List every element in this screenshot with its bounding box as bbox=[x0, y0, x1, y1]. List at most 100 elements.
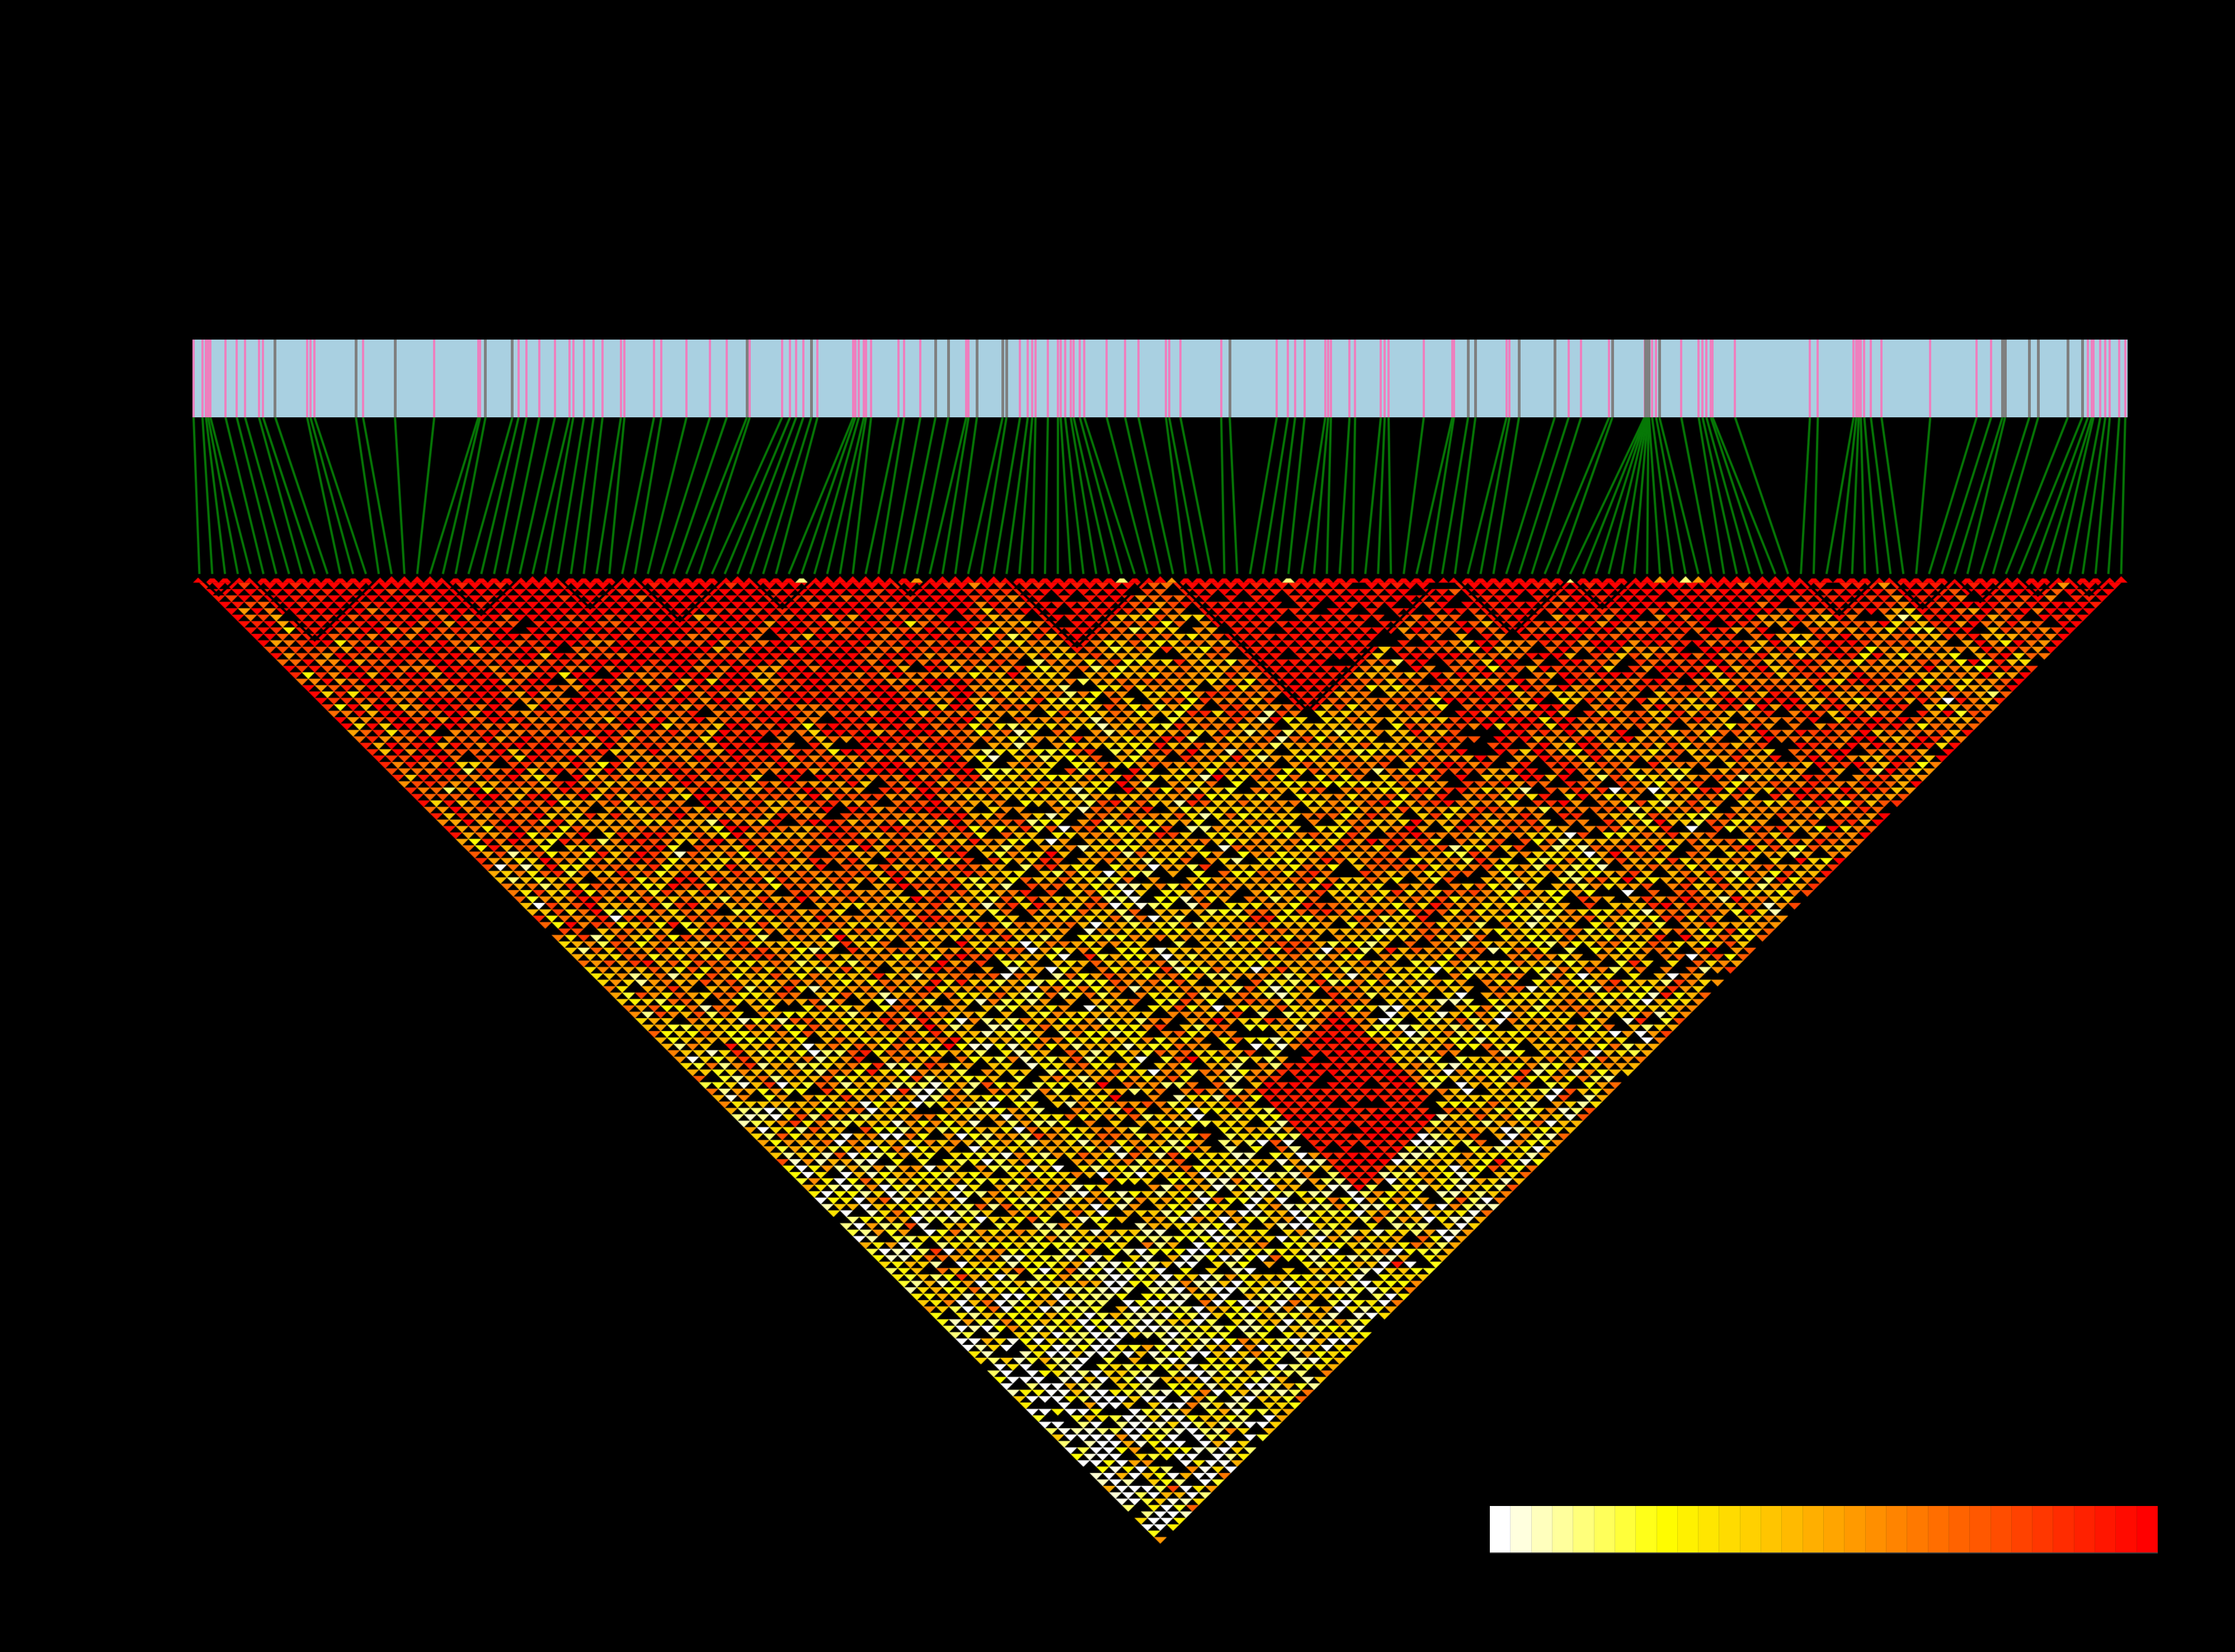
snp-position-tick bbox=[1165, 340, 1168, 417]
snp-position-tick bbox=[1990, 340, 1993, 417]
snp-position-tick bbox=[967, 340, 970, 417]
snp-position-tick bbox=[1069, 340, 1072, 417]
highlighted-snp-tick bbox=[511, 340, 514, 417]
snp-position-tick bbox=[2118, 340, 2121, 417]
snp-position-tick bbox=[965, 340, 968, 417]
snp-position-tick bbox=[1384, 340, 1386, 417]
color-key-step bbox=[1719, 1506, 1740, 1552]
color-key-step bbox=[1970, 1506, 1991, 1552]
color-key-step bbox=[1594, 1506, 1615, 1552]
snp-position-tick bbox=[1817, 340, 1819, 417]
highlighted-snp-tick bbox=[2036, 340, 2040, 417]
snp-position-tick bbox=[1809, 340, 1811, 417]
color-key-step bbox=[1511, 1506, 1532, 1552]
color-key-step bbox=[2011, 1506, 2033, 1552]
snp-position-tick bbox=[361, 340, 364, 417]
snp-position-tick bbox=[1083, 340, 1086, 417]
snp-position-tick bbox=[1508, 340, 1511, 417]
color-key-step bbox=[2137, 1506, 2158, 1552]
snp-position-tick bbox=[870, 340, 873, 417]
snp-position-tick bbox=[2104, 340, 2107, 417]
snp-position-tick bbox=[192, 340, 195, 417]
snp-position-tick bbox=[1354, 340, 1357, 417]
color-key-step bbox=[1824, 1506, 1845, 1552]
snp-position-tick bbox=[262, 340, 265, 417]
color-key-step bbox=[1782, 1506, 1803, 1552]
color-key-step bbox=[1949, 1506, 1970, 1552]
genomic-region-bar bbox=[192, 340, 2128, 417]
snp-position-tick bbox=[1697, 340, 1700, 417]
snp-position-tick bbox=[1324, 340, 1326, 417]
snp-position-tick bbox=[1705, 340, 1708, 417]
snp-position-tick bbox=[1451, 340, 1454, 417]
snp-position-tick bbox=[1220, 340, 1222, 417]
snp-position-tick bbox=[858, 340, 860, 417]
snp-position-tick bbox=[1651, 340, 1654, 417]
snp-position-tick bbox=[619, 340, 622, 417]
highlighted-snp-tick bbox=[1553, 340, 1556, 417]
color-key-step bbox=[1907, 1506, 1928, 1552]
snp-position-tick bbox=[553, 340, 556, 417]
highlighted-snp-tick bbox=[1228, 340, 1231, 417]
color-key-step bbox=[2053, 1506, 2074, 1552]
snp-position-tick bbox=[313, 340, 316, 417]
snp-position-tick bbox=[592, 340, 595, 417]
color-key-step bbox=[1490, 1506, 1511, 1552]
snp-position-tick bbox=[1860, 340, 1862, 417]
snp-position-tick bbox=[1064, 340, 1066, 417]
snp-position-tick bbox=[1019, 340, 1022, 417]
snp-position-tick bbox=[726, 340, 728, 417]
highlighted-snp-tick bbox=[2027, 340, 2031, 417]
color-key-step bbox=[1698, 1506, 1720, 1552]
snp-position-tick bbox=[1580, 340, 1583, 417]
snp-position-tick bbox=[257, 340, 260, 417]
snp-position-tick bbox=[601, 340, 604, 417]
highlighted-snp-tick bbox=[810, 340, 813, 417]
highlighted-snp-tick bbox=[1647, 340, 1650, 417]
snp-position-tick bbox=[1348, 340, 1351, 417]
snp-position-tick bbox=[201, 340, 204, 417]
snp-position-tick bbox=[865, 340, 868, 417]
color-key-step bbox=[2095, 1506, 2116, 1552]
highlighted-snp-tick bbox=[1517, 340, 1521, 417]
snp-position-tick bbox=[236, 340, 238, 417]
snp-position-tick bbox=[1105, 340, 1108, 417]
snp-position-tick bbox=[863, 340, 865, 417]
snp-position-tick bbox=[789, 340, 792, 417]
snp-position-tick bbox=[1179, 340, 1182, 417]
snp-position-tick bbox=[854, 340, 857, 417]
snp-position-tick bbox=[708, 340, 711, 417]
snp-position-tick bbox=[1734, 340, 1737, 417]
color-key-step bbox=[1573, 1506, 1594, 1552]
snp-position-tick bbox=[749, 340, 751, 417]
color-key-step bbox=[1657, 1506, 1678, 1552]
color-key-step bbox=[1761, 1506, 1782, 1552]
highlighted-snp-tick bbox=[354, 340, 357, 417]
snp-position-tick bbox=[1287, 340, 1290, 417]
snp-position-tick bbox=[206, 340, 209, 417]
snp-position-tick bbox=[903, 340, 906, 417]
snp-position-tick bbox=[2092, 340, 2095, 417]
snp-position-tick bbox=[685, 340, 688, 417]
snp-position-tick bbox=[1027, 340, 1029, 417]
snp-position-tick bbox=[1387, 340, 1390, 417]
highlighted-snp-tick bbox=[1658, 340, 1661, 417]
color-key-step bbox=[1803, 1506, 1824, 1552]
snp-position-tick bbox=[852, 340, 855, 417]
highlighted-snp-tick bbox=[1005, 340, 1008, 417]
snp-position-tick bbox=[1870, 340, 1872, 417]
snp-position-tick bbox=[1047, 340, 1050, 417]
snp-position-tick bbox=[1710, 340, 1712, 417]
snp-position-tick bbox=[477, 340, 480, 417]
snp-position-tick bbox=[1655, 340, 1658, 417]
highlighted-snp-tick bbox=[1474, 340, 1477, 417]
highlighted-snp-tick bbox=[2081, 340, 2084, 417]
snp-position-tick bbox=[1079, 340, 1081, 417]
snp-position-tick bbox=[209, 340, 212, 417]
color-key-step bbox=[1928, 1506, 1949, 1552]
snp-position-tick bbox=[479, 340, 482, 417]
snp-position-tick bbox=[309, 340, 312, 417]
snp-position-tick bbox=[1072, 340, 1075, 417]
